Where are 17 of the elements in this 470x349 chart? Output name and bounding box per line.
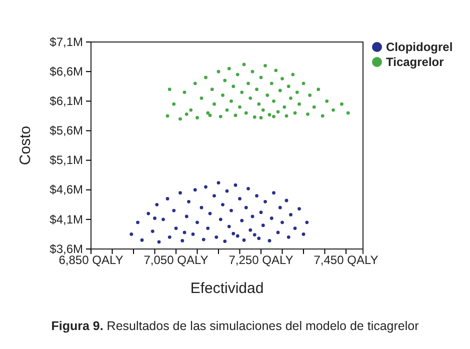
y-tick-label: $4,1M (50, 212, 83, 226)
x-tick-label: 7,050 QALY (144, 253, 208, 268)
legend-label: Ticagrelor (386, 55, 444, 69)
x-axis-title: Efectividad (190, 280, 264, 297)
y-tick-label: $5,6M (50, 124, 83, 138)
x-tick-label: 7,450 QALY (314, 253, 378, 268)
text: Figura 9. Resultados de las simulaciones del modelo de ticagrelor (51, 319, 419, 333)
y-tick-label: $5,1M (50, 153, 83, 168)
legend-label: Clopidogrel (386, 40, 453, 54)
y-tick-label: $6,6M (50, 64, 83, 78)
y-axis-title: Costo (17, 126, 34, 166)
y-tick-label: $4,6M (50, 182, 83, 197)
x-tick-label: 7,250 QALY (228, 253, 294, 268)
y-tick-label: $7,1M (50, 34, 83, 49)
y-tick-label: $6,1M (50, 94, 83, 108)
x-tick-label: 6,850 QALY (58, 253, 124, 268)
y-tick-label: $3,6M (50, 242, 83, 256)
